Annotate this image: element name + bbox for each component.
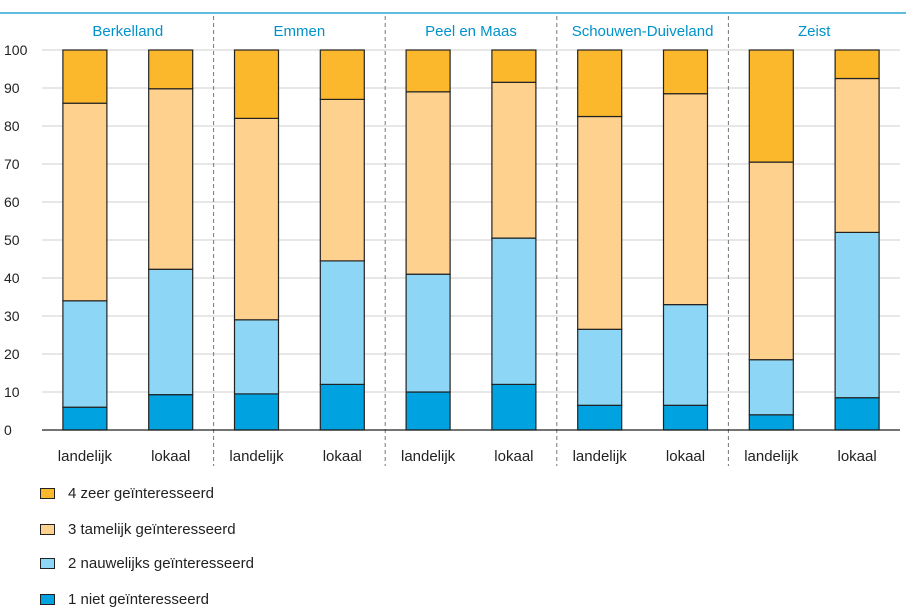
bar-segment xyxy=(834,49,880,80)
bar-segment xyxy=(233,117,280,321)
group-label: Berkelland xyxy=(92,23,163,40)
y-tick-label: 80 xyxy=(4,118,20,134)
bar-segment xyxy=(748,414,794,431)
bar-segment xyxy=(662,304,709,406)
x-tick-label: lokaal xyxy=(323,448,362,465)
legend-label-zeer: 4 zeer geïnteresseerd xyxy=(68,485,214,502)
x-tick-label: lokaal xyxy=(837,448,876,465)
x-tick-label: lokaal xyxy=(151,448,190,465)
x-tick-label: lokaal xyxy=(666,448,705,465)
y-tick-label: 10 xyxy=(4,384,20,400)
bar-segment xyxy=(577,115,623,330)
legend-label-tamelijk: 3 tamelijk geïnteresseerd xyxy=(68,521,236,538)
bar-segment xyxy=(319,260,365,385)
y-tick-label: 20 xyxy=(4,346,20,362)
group-label: Zeist xyxy=(798,23,831,40)
x-tick-label: landelijk xyxy=(58,448,113,465)
bar-segment xyxy=(148,268,194,396)
bar-segment xyxy=(577,404,623,431)
legend-swatch-tamelijk xyxy=(40,524,55,535)
bar-segment xyxy=(233,49,280,120)
bar-segment xyxy=(748,161,794,361)
bar-segment xyxy=(662,404,709,431)
bar-segment xyxy=(834,231,880,399)
legend-label-niet: 1 niet geïnteresseerd xyxy=(68,591,209,608)
y-tick-label: 0 xyxy=(4,422,12,438)
y-tick-label: 50 xyxy=(4,232,20,248)
bar-segment xyxy=(834,77,880,233)
x-tick-label: landelijk xyxy=(401,448,456,465)
bar-segment xyxy=(662,49,709,95)
bar-segment xyxy=(319,49,365,101)
bar-segment xyxy=(405,91,451,275)
bar-segment xyxy=(62,49,108,104)
bar-segment xyxy=(405,49,451,93)
x-tick-label: landelijk xyxy=(229,448,284,465)
bar-segment xyxy=(491,49,537,83)
group-label: Peel en Maas xyxy=(425,23,517,40)
bar-segment xyxy=(233,319,280,395)
bar-segment xyxy=(62,102,108,302)
y-tick-label: 90 xyxy=(4,80,20,96)
bar-segment xyxy=(405,391,451,431)
y-tick-label: 70 xyxy=(4,156,20,172)
bar-segment xyxy=(148,394,194,431)
legend-label-nauwelijks: 2 nauwelijks geïnteresseerd xyxy=(68,555,254,572)
bar-segment xyxy=(834,397,880,431)
x-tick-label: lokaal xyxy=(494,448,533,465)
bar-segment xyxy=(662,93,709,306)
legend-swatch-zeer xyxy=(40,488,55,499)
legend-swatch-niet xyxy=(40,594,55,605)
x-tick-label: landelijk xyxy=(744,448,799,465)
y-tick-label: 60 xyxy=(4,194,20,210)
bar-segment xyxy=(491,383,537,431)
bar-segment xyxy=(148,88,194,270)
bar-segment xyxy=(319,98,365,262)
x-tick-label: landelijk xyxy=(573,448,628,465)
bar-segment xyxy=(405,273,451,393)
group-label: Emmen xyxy=(274,23,326,40)
bar-segment xyxy=(577,328,623,406)
bar-segment xyxy=(62,406,108,431)
bar-segment xyxy=(319,383,365,431)
legend-swatch-nauwelijks xyxy=(40,558,55,569)
y-tick-label: 100 xyxy=(4,42,28,58)
bar-segment xyxy=(233,393,280,431)
bar-segment xyxy=(148,49,194,90)
y-tick-label: 40 xyxy=(4,270,20,286)
bar-segment xyxy=(748,49,794,163)
group-label: Schouwen-Duiveland xyxy=(572,23,714,40)
bar-segment xyxy=(491,81,537,239)
y-tick-label: 30 xyxy=(4,308,20,324)
bar-segment xyxy=(748,359,794,416)
stacked-bar-chart: 0 10 20 30 40 50 60 70 80 90 100 Berkelland Emmen Pee… xyxy=(0,12,906,466)
bar-segment xyxy=(491,237,537,386)
bar-segment xyxy=(62,300,108,408)
bar-segment xyxy=(577,49,623,118)
